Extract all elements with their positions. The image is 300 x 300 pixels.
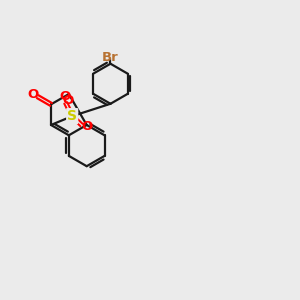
Text: O: O	[59, 91, 71, 103]
Text: Br: Br	[102, 51, 119, 64]
Text: O: O	[28, 88, 39, 100]
Text: S: S	[67, 109, 77, 123]
Text: O: O	[63, 94, 74, 107]
Text: O: O	[82, 120, 93, 133]
